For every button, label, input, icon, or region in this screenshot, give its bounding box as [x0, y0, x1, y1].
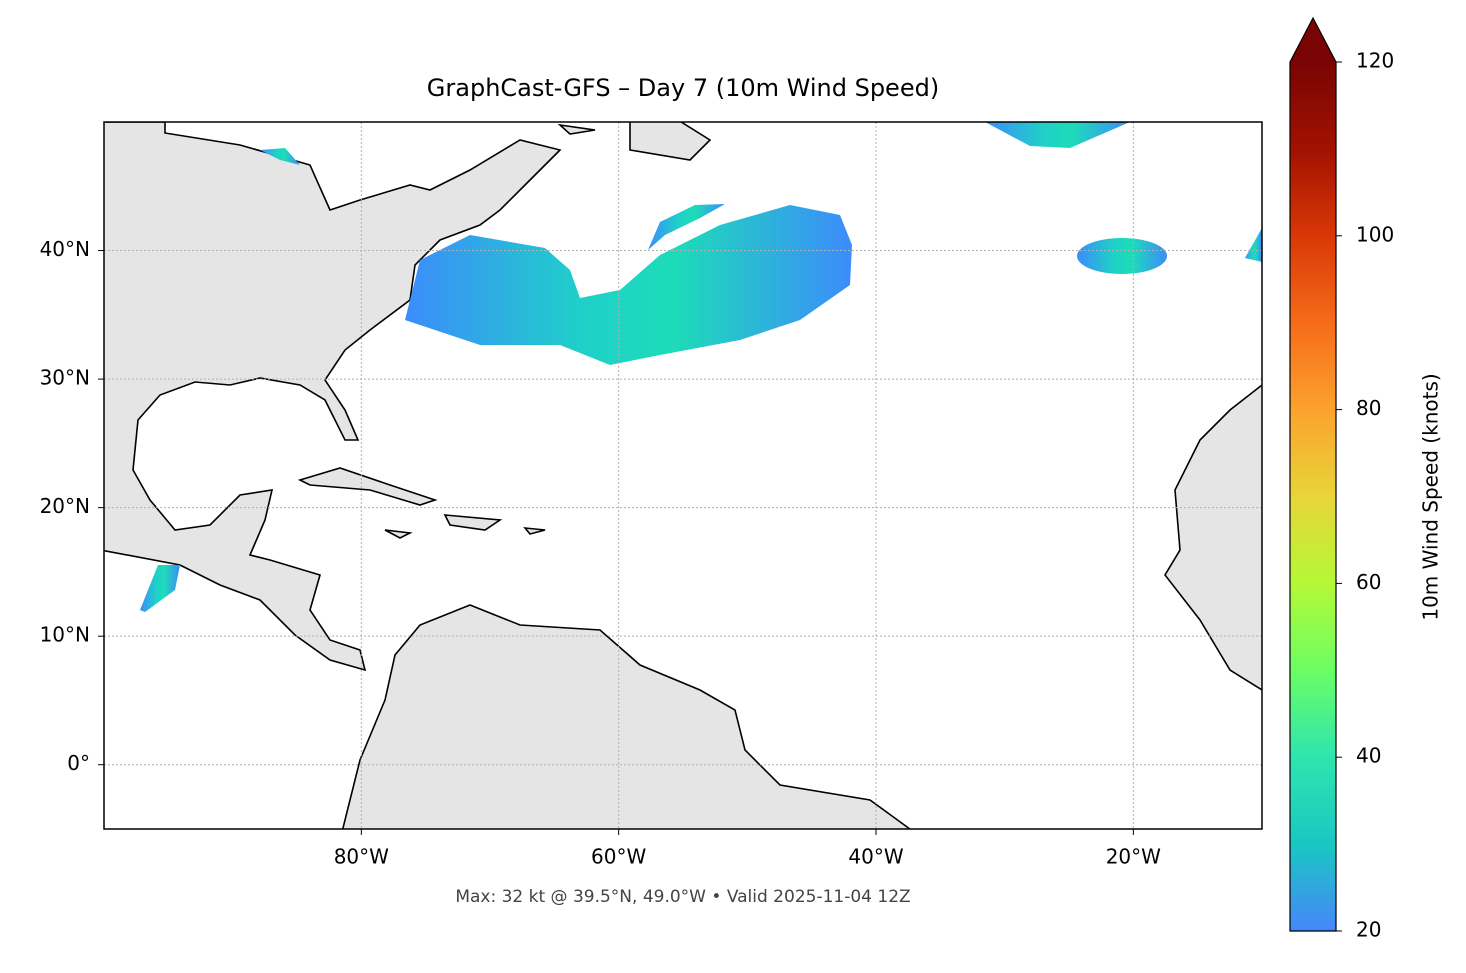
- annotation: Max: 32 kt @ 39.5°N, 49.0°W • Valid 2025…: [455, 887, 910, 907]
- y-tick-label: 20°N: [40, 494, 90, 518]
- colorbar: [1290, 62, 1336, 931]
- colorbar-tick-label: 80: [1356, 396, 1381, 420]
- colorbar-frame: [1289, 16, 1337, 932]
- y-tick-label: 30°N: [40, 366, 90, 390]
- colorbar-tick-label: 100: [1356, 222, 1394, 246]
- colorbar-tick-label: 120: [1356, 49, 1394, 73]
- colorbar-tick-label: 40: [1356, 744, 1381, 768]
- y-tick-label: 40°N: [40, 237, 90, 261]
- x-tick-label: 20°W: [1106, 845, 1161, 869]
- land: [104, 122, 1262, 829]
- wind-field: [140, 122, 1262, 612]
- x-tick-label: 60°W: [591, 845, 646, 869]
- colorbar-tick-label: 60: [1356, 570, 1381, 594]
- colorbar-extend: [1290, 18, 1336, 62]
- map-area: [104, 122, 1262, 829]
- y-tick-label: 0°: [67, 751, 90, 775]
- colorbar-tick-label: 20: [1356, 918, 1381, 942]
- plot-frame: [103, 121, 1263, 830]
- chart-title: GraphCast-GFS – Day 7 (10m Wind Speed): [427, 74, 939, 102]
- colorbar-label: 10m Wind Speed (knots): [1419, 373, 1443, 620]
- x-tick-label: 40°W: [848, 845, 903, 869]
- x-tick-label: 80°W: [334, 845, 389, 869]
- y-tick-label: 10°N: [40, 623, 90, 647]
